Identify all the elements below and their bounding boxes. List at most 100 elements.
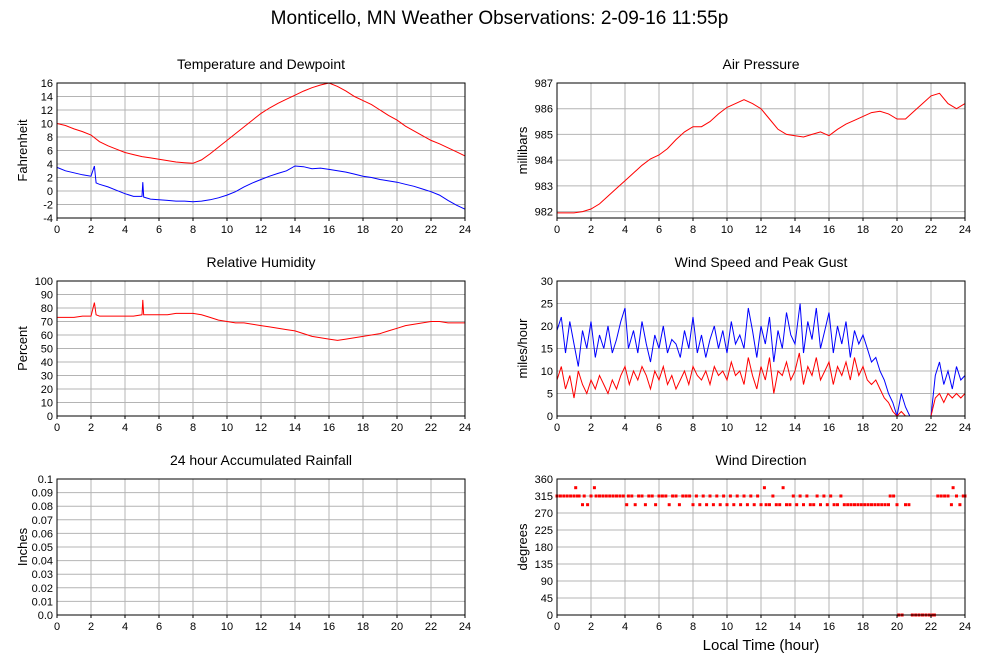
data-point bbox=[735, 494, 739, 498]
y-tick-label: 0.03 bbox=[32, 569, 53, 581]
x-tick-label: 2 bbox=[588, 422, 594, 434]
data-point bbox=[832, 503, 836, 507]
x-tick-label: 10 bbox=[721, 422, 733, 434]
data-point bbox=[951, 486, 955, 490]
x-tick-label: 4 bbox=[622, 621, 628, 633]
y-tick-label: 30 bbox=[41, 371, 53, 383]
data-point bbox=[939, 494, 943, 498]
x-tick-label: 6 bbox=[156, 224, 162, 236]
data-point bbox=[795, 503, 799, 507]
y-tick-label: 16 bbox=[41, 78, 53, 90]
x-tick-label: 10 bbox=[221, 224, 233, 236]
data-point bbox=[691, 503, 695, 507]
y-tick-label: 0.1 bbox=[38, 474, 53, 486]
data-point bbox=[958, 503, 962, 507]
data-point bbox=[701, 494, 705, 498]
x-tick-label: 0 bbox=[554, 621, 560, 633]
page-title: Monticello, MN Weather Observations: 2-0… bbox=[270, 8, 729, 29]
data-point bbox=[604, 494, 608, 498]
data-point bbox=[883, 503, 887, 507]
data-point bbox=[880, 503, 884, 507]
x-tick-label: 10 bbox=[721, 224, 733, 236]
data-point bbox=[805, 494, 809, 498]
data-point bbox=[732, 503, 736, 507]
x-tick-label: 12 bbox=[755, 621, 767, 633]
data-point bbox=[788, 503, 792, 507]
data-point bbox=[708, 494, 712, 498]
data-point bbox=[892, 494, 896, 498]
y-tick-label: 986 bbox=[535, 104, 553, 116]
x-tick-label: 4 bbox=[122, 422, 128, 434]
y-axis-label: miles/hour bbox=[515, 318, 530, 379]
y-tick-label: 0 bbox=[547, 411, 553, 423]
y-tick-label: 10 bbox=[41, 119, 53, 131]
x-tick-label: 24 bbox=[959, 224, 971, 236]
y-tick-label: 60 bbox=[41, 330, 53, 342]
data-point bbox=[558, 494, 562, 498]
x-tick-label: 16 bbox=[323, 621, 335, 633]
data-point bbox=[836, 503, 839, 507]
data-point bbox=[873, 503, 877, 507]
data-point bbox=[888, 494, 892, 498]
x-tick-label: 20 bbox=[891, 621, 903, 633]
data-point bbox=[961, 494, 965, 498]
data-point bbox=[681, 494, 685, 498]
data-point bbox=[762, 486, 766, 490]
series-line-0 bbox=[57, 299, 465, 341]
x-tick-label: 18 bbox=[857, 621, 869, 633]
data-point bbox=[839, 494, 843, 498]
x-tick-label: 20 bbox=[891, 422, 903, 434]
x-tick-label: 16 bbox=[823, 422, 835, 434]
data-point bbox=[684, 494, 688, 498]
y-tick-label: 270 bbox=[535, 508, 553, 520]
data-point bbox=[640, 494, 644, 498]
data-point bbox=[698, 503, 702, 507]
x-tick-label: 20 bbox=[391, 422, 403, 434]
x-tick-label: 8 bbox=[190, 422, 196, 434]
data-point bbox=[949, 503, 953, 507]
data-point bbox=[671, 494, 675, 498]
y-tick-label: 0 bbox=[47, 186, 53, 198]
data-point bbox=[739, 503, 743, 507]
data-point bbox=[778, 503, 782, 507]
x-tick-label: 0 bbox=[554, 422, 560, 434]
y-tick-label: -2 bbox=[43, 200, 53, 212]
x-tick-label: 12 bbox=[255, 224, 267, 236]
y-tick-label: 0 bbox=[47, 411, 53, 423]
data-point bbox=[625, 503, 629, 507]
y-tick-label: 0.05 bbox=[32, 542, 53, 554]
x-tick-label: 10 bbox=[221, 621, 233, 633]
data-point bbox=[621, 494, 625, 498]
x-tick-label: 14 bbox=[289, 422, 301, 434]
x-tick-label: 16 bbox=[323, 224, 335, 236]
x-tick-label: 2 bbox=[88, 224, 94, 236]
x-tick-label: 2 bbox=[588, 224, 594, 236]
x-tick-label: 6 bbox=[156, 621, 162, 633]
data-point bbox=[856, 503, 860, 507]
y-tick-label: 8 bbox=[47, 132, 53, 144]
x-tick-label: 16 bbox=[823, 621, 835, 633]
y-tick-label: 0.09 bbox=[32, 488, 53, 500]
chart-title: Temperature and Dewpoint bbox=[177, 56, 345, 72]
x-tick-label: 24 bbox=[459, 224, 471, 236]
data-point bbox=[643, 503, 647, 507]
series-line-0 bbox=[557, 92, 966, 214]
x-tick-label: 14 bbox=[289, 224, 301, 236]
y-tick-label: 70 bbox=[41, 317, 53, 329]
x-tick-label: 18 bbox=[857, 422, 869, 434]
data-point bbox=[946, 494, 950, 498]
data-point bbox=[722, 494, 726, 498]
y-tick-label: 80 bbox=[41, 303, 53, 315]
x-tick-label: 0 bbox=[54, 621, 60, 633]
data-point bbox=[904, 503, 907, 507]
chart-title: Air Pressure bbox=[722, 56, 799, 72]
data-point bbox=[759, 503, 763, 507]
data-point bbox=[660, 494, 664, 498]
x-tick-label: 6 bbox=[156, 422, 162, 434]
x-tick-label: 8 bbox=[190, 224, 196, 236]
data-point bbox=[802, 503, 805, 507]
x-tick-label: 12 bbox=[255, 422, 267, 434]
y-tick-label: 985 bbox=[535, 129, 553, 141]
